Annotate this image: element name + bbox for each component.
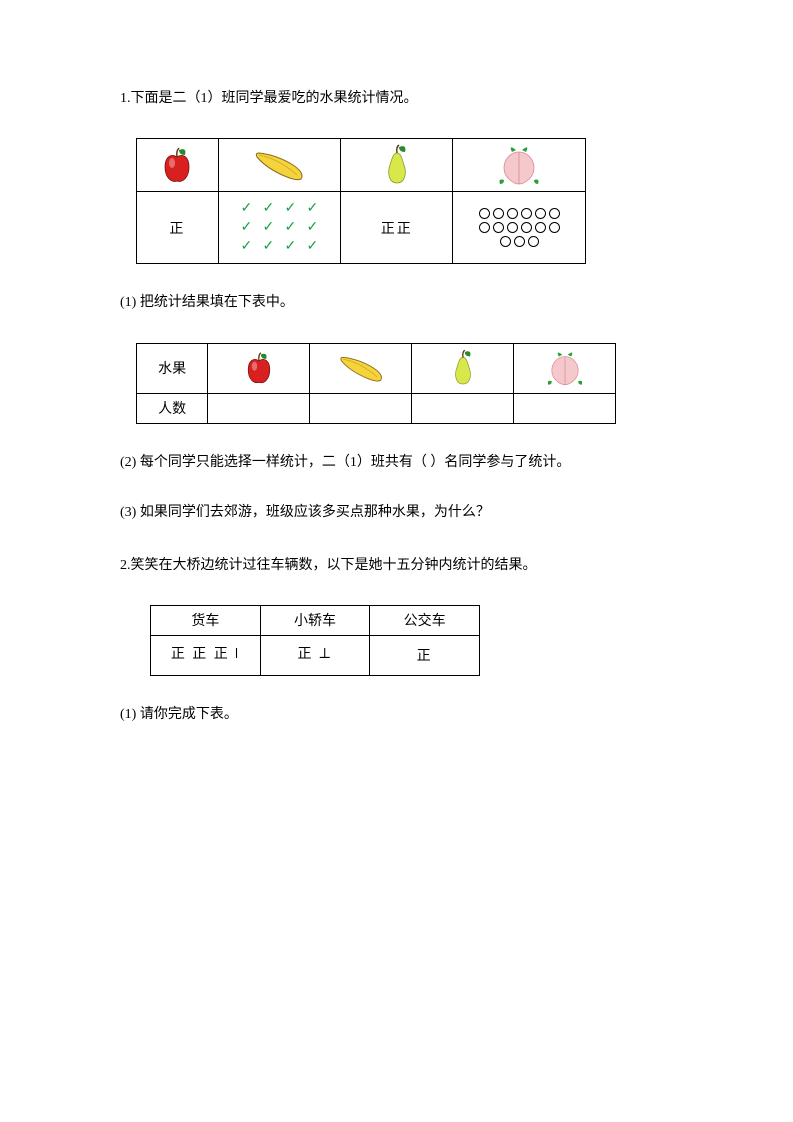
apple-icon xyxy=(241,350,277,386)
q1-intro: 1.下面是二（1）班同学最爱吃的水果统计情况。 xyxy=(120,88,673,110)
peach-icon xyxy=(543,349,587,387)
q1-sub1: (1) 把统计结果填在下表中。 xyxy=(120,292,673,314)
pear-icon xyxy=(447,348,479,388)
fruit-banana-cell xyxy=(218,139,340,192)
check-icon: ✓ xyxy=(237,200,255,217)
answer-apple-count[interactable] xyxy=(208,393,310,423)
tally-banana: ✓✓✓✓ ✓✓✓✓ ✓✓✓✓ xyxy=(218,192,340,264)
answer-peach-count[interactable] xyxy=(514,393,616,423)
vehicle-tally-truck: 正 正 正 𝍩 xyxy=(151,635,261,675)
q2-sub1: (1) 请你完成下表。 xyxy=(120,704,673,726)
apple-icon xyxy=(157,145,197,185)
q2-tally-table: 货车 小轿车 公交车 正 正 正 𝍩 正 𝍥 正 xyxy=(150,605,480,676)
tally-apple-mark: 正 xyxy=(169,222,185,237)
answer-banana-count[interactable] xyxy=(310,393,412,423)
q1-sub2: (2) 每个同学只能选择一样统计，二（1）班共有（ ）名同学参与了统计。 xyxy=(120,452,673,474)
tally-pear-mark: 正正 xyxy=(381,222,413,237)
answer-peach-cell xyxy=(514,343,616,393)
vehicle-header-car: 小轿车 xyxy=(260,605,370,635)
circle-block xyxy=(457,204,581,251)
fruit-pear-cell xyxy=(341,139,453,192)
answer-row-label: 人数 xyxy=(137,393,208,423)
vehicle-tally-car: 正 𝍥 xyxy=(260,635,370,675)
tally-peach xyxy=(453,192,586,264)
tally-pear: 正正 xyxy=(341,192,453,264)
peach-icon xyxy=(494,144,544,186)
answer-pear-count[interactable] xyxy=(412,393,514,423)
pear-icon xyxy=(379,143,415,187)
vehicle-header-bus: 公交车 xyxy=(370,605,480,635)
vehicle-header-truck: 货车 xyxy=(151,605,261,635)
check-grid: ✓✓✓✓ ✓✓✓✓ ✓✓✓✓ xyxy=(223,196,336,259)
q1-tally-table: 正 ✓✓✓✓ ✓✓✓✓ ✓✓✓✓ 正正 xyxy=(136,138,586,264)
answer-header-fruit: 水果 xyxy=(137,343,208,393)
answer-apple-cell xyxy=(208,343,310,393)
answer-pear-cell xyxy=(412,343,514,393)
banana-icon xyxy=(334,352,388,384)
q2-intro: 2.笑笑在大桥边统计过往车辆数，以下是她十五分钟内统计的结果。 xyxy=(120,555,673,577)
fruit-peach-cell xyxy=(453,139,586,192)
tally-apple: 正 xyxy=(137,192,219,264)
answer-banana-cell xyxy=(310,343,412,393)
fruit-apple-cell xyxy=(137,139,219,192)
q1-answer-table: 水果 xyxy=(136,343,616,424)
banana-icon xyxy=(249,147,309,183)
vehicle-tally-bus: 正 xyxy=(370,635,480,675)
q1-sub3: (3) 如果同学们去郊游，班级应该多买点那种水果，为什么？ xyxy=(120,502,673,524)
